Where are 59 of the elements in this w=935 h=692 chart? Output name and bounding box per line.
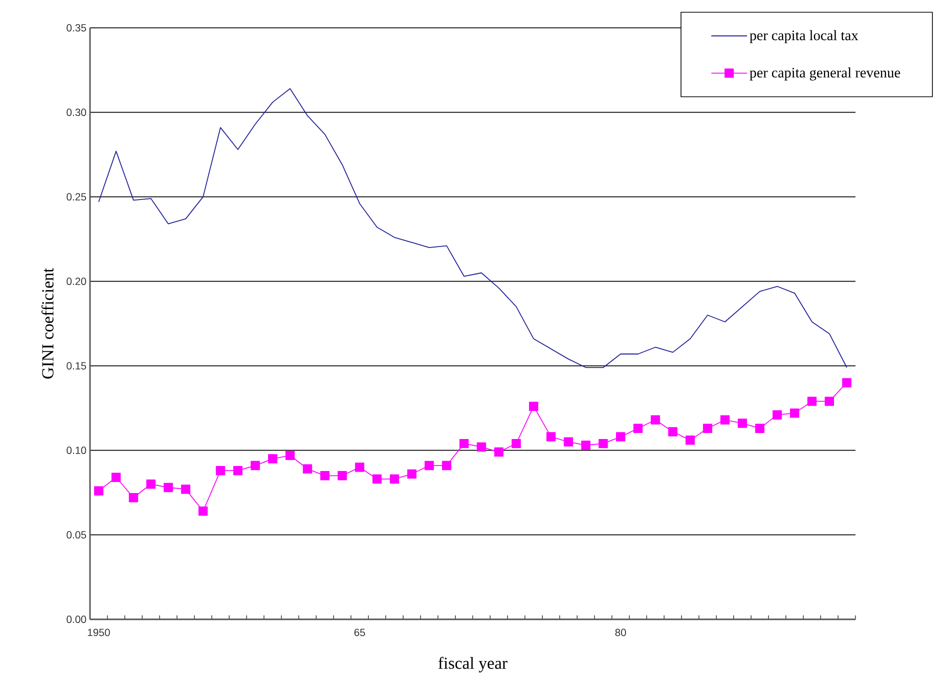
point [616,432,626,442]
y-tick-label: 0.10 [66,446,86,454]
point [668,427,678,436]
point [807,396,817,406]
x-tick-label: 80 [615,628,626,636]
y-tick-label: 0.35 [66,24,86,32]
point [842,378,852,388]
point [633,424,643,434]
x-axis-title: fiscal year [438,656,508,672]
y-tick-label: 0.25 [66,193,86,201]
point [476,442,486,452]
point [320,471,330,480]
point [407,469,416,479]
point [720,415,730,425]
point [564,437,574,447]
point [285,450,295,460]
point [111,472,121,482]
point [233,466,243,476]
point [302,464,312,474]
point [442,460,452,470]
y-tick-label: 0.30 [66,108,86,116]
point [494,447,504,457]
y-tick-label: 0.20 [66,278,86,286]
y-tick-label: 0.00 [66,616,86,624]
point [355,462,364,472]
point [250,460,260,470]
point [686,436,695,445]
point [338,471,347,480]
point [650,415,660,425]
point [390,474,400,484]
point [738,418,748,428]
point [181,484,190,494]
point [128,493,138,502]
x-tick-label: 65 [354,628,365,636]
point [772,410,782,420]
point [581,440,590,450]
point [459,438,469,448]
point [146,480,156,489]
point [372,474,382,484]
point [424,460,434,470]
legend-label: per capita local tax [750,30,858,44]
legend-label: per capita general revenue [750,67,900,81]
x-tick-label: 1950 [88,628,110,636]
point [164,482,173,492]
point [702,424,712,434]
y-tick-label: 0.05 [66,531,86,539]
point [529,402,538,412]
y-axis-title: GINI coefficient [41,268,54,379]
point [216,466,226,476]
point [512,438,521,448]
point [790,408,800,418]
point [598,438,608,448]
point [755,424,764,434]
y-tick-label: 0.15 [66,362,86,370]
point [824,396,834,406]
point [94,486,104,496]
point [268,454,278,464]
point [546,432,556,442]
point [198,506,208,516]
